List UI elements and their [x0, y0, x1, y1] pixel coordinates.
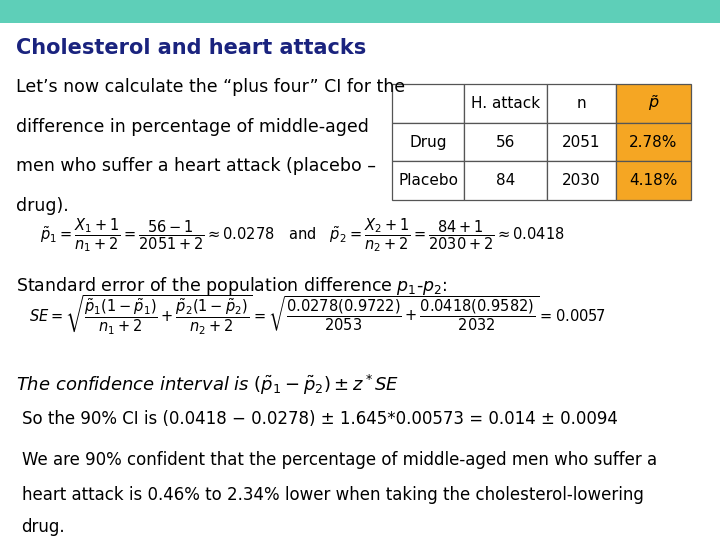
Text: 4.18%: 4.18% [629, 173, 678, 188]
Text: Drug: Drug [410, 134, 447, 150]
FancyBboxPatch shape [464, 123, 547, 161]
Text: 2.78%: 2.78% [629, 134, 678, 150]
Text: We are 90% confident that the percentage of middle-aged men who suffer a: We are 90% confident that the percentage… [22, 451, 657, 469]
Text: The confidence interval is $(\tilde{p}_1 - \tilde{p}_2) \pm z^* \mathit{SE}$: The confidence interval is $(\tilde{p}_1… [16, 373, 399, 397]
FancyBboxPatch shape [616, 84, 691, 123]
Text: $SE = \sqrt{\dfrac{\tilde{p}_1(1-\tilde{p}_1)}{n_1+2}+\dfrac{\tilde{p}_2(1-\tild: $SE = \sqrt{\dfrac{\tilde{p}_1(1-\tilde{… [29, 294, 606, 338]
FancyBboxPatch shape [392, 84, 464, 123]
Text: $\tilde{p}_1 = \dfrac{X_1+1}{n_1+2} = \dfrac{56-1}{2051+2} \approx 0.0278$$\quad: $\tilde{p}_1 = \dfrac{X_1+1}{n_1+2} = \d… [40, 216, 564, 254]
FancyBboxPatch shape [0, 0, 720, 23]
Text: drug).: drug). [16, 197, 68, 214]
Text: Let’s now calculate the “plus four” CI for the: Let’s now calculate the “plus four” CI f… [16, 78, 405, 96]
Text: n: n [577, 96, 586, 111]
FancyBboxPatch shape [616, 123, 691, 161]
Text: 84: 84 [496, 173, 516, 188]
Text: H. attack: H. attack [471, 96, 541, 111]
Text: 2051: 2051 [562, 134, 600, 150]
FancyBboxPatch shape [464, 161, 547, 200]
Text: So the 90% CI is (0.0418 − 0.0278) ± 1.645*0.00573 = 0.014 ± 0.0094: So the 90% CI is (0.0418 − 0.0278) ± 1.6… [22, 410, 618, 428]
Text: heart attack is 0.46% to 2.34% lower when taking the cholesterol-lowering: heart attack is 0.46% to 2.34% lower whe… [22, 486, 644, 504]
FancyBboxPatch shape [547, 161, 616, 200]
Text: drug.: drug. [22, 518, 66, 536]
Text: Standard error of the population difference $p_1$-$p_2$:: Standard error of the population differe… [16, 275, 447, 298]
Text: difference in percentage of middle-aged: difference in percentage of middle-aged [16, 118, 369, 136]
FancyBboxPatch shape [464, 84, 547, 123]
Text: Cholesterol and heart attacks: Cholesterol and heart attacks [16, 38, 366, 58]
FancyBboxPatch shape [616, 161, 691, 200]
Text: $\tilde{p}$: $\tilde{p}$ [648, 93, 659, 113]
FancyBboxPatch shape [392, 123, 464, 161]
FancyBboxPatch shape [392, 161, 464, 200]
Text: men who suffer a heart attack (placebo –: men who suffer a heart attack (placebo – [16, 157, 376, 175]
Text: 56: 56 [496, 134, 516, 150]
FancyBboxPatch shape [547, 84, 616, 123]
Text: 2030: 2030 [562, 173, 600, 188]
Text: Placebo: Placebo [398, 173, 459, 188]
FancyBboxPatch shape [547, 123, 616, 161]
